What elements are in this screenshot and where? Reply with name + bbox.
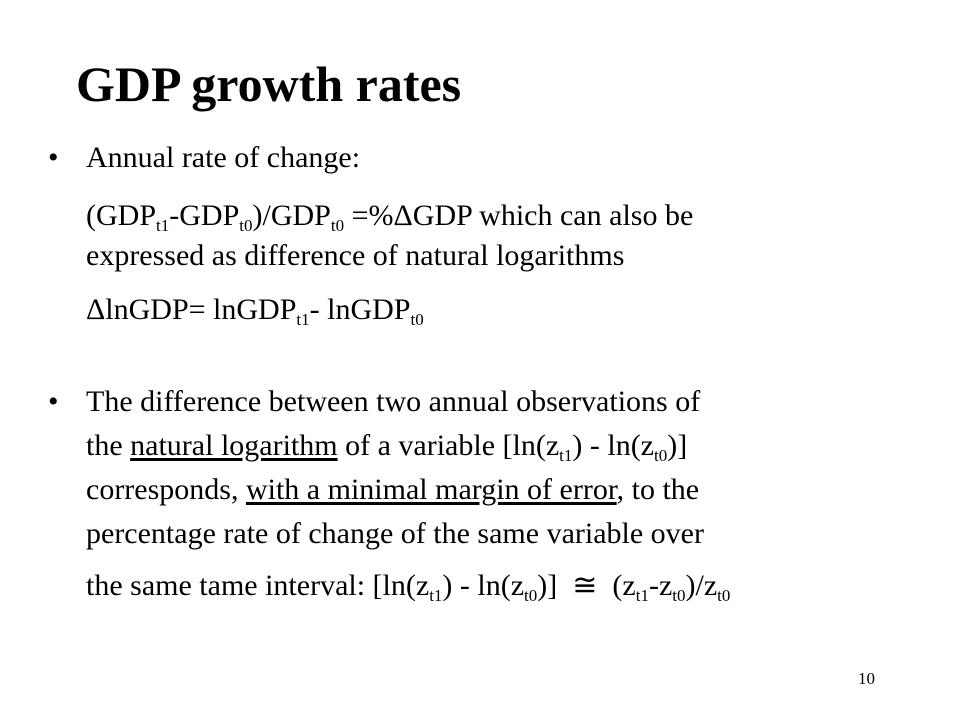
page-number: 10 xyxy=(858,669,875,688)
bullet1-text: Annual rate of change: xyxy=(86,141,361,174)
slide-title: GDP growth rates xyxy=(76,56,462,112)
bullet-dot: • xyxy=(48,385,59,418)
margin-of-error-link[interactable]: with a minimal margin of error xyxy=(245,473,617,506)
bullet-dot: • xyxy=(48,141,59,174)
formula-percent-change: (GDPt1-GDPt0)/GDPt0 =%ΔGDP which can als… xyxy=(86,199,694,235)
bullet2-line1: The difference between two annual observ… xyxy=(86,385,701,418)
formula-continuation: expressed as difference of natural logar… xyxy=(86,239,625,272)
formula-log-difference: ΔlnGDP= lnGDPt1- lnGDPt0 xyxy=(86,293,424,329)
bullet2-line3: corresponds, with a minimal margin of er… xyxy=(86,473,700,506)
natural-logarithm-link[interactable]: natural logarithm xyxy=(130,429,338,462)
bullet2-line2: the natural logarithm of a variable [ln(… xyxy=(86,429,688,465)
bullet2-line5: the same tame interval: [ln(zt1) - ln(zt… xyxy=(86,569,731,605)
bullet2-line4: percentage rate of change of the same va… xyxy=(86,517,704,550)
